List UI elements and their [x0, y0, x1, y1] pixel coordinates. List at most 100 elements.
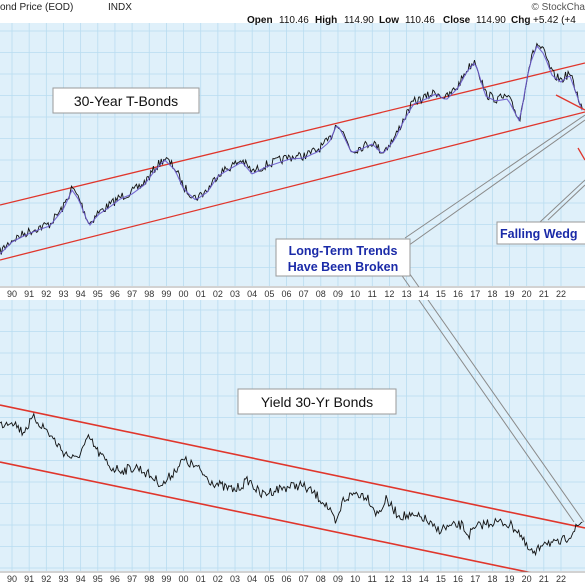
- x-tick-label: 17: [470, 574, 480, 584]
- x-tick-label: 16: [453, 289, 463, 299]
- top-trend-channel: [0, 62, 585, 261]
- x-tick-label: 94: [76, 574, 86, 584]
- open-value: 110.46: [279, 15, 309, 26]
- x-tick-label: 11: [368, 289, 377, 299]
- x-tick-label: 07: [299, 574, 309, 584]
- close-label: Close: [443, 15, 471, 26]
- x-tick-label: 10: [350, 289, 360, 299]
- trends-line2: Have Been Broken: [288, 260, 398, 274]
- x-tick-label: 05: [264, 289, 274, 299]
- x-tick-label: 06: [281, 574, 291, 584]
- high-value: 114.90: [344, 15, 374, 26]
- callout-line-e: [547, 184, 585, 221]
- header-exchange: INDX: [108, 2, 132, 13]
- x-tick-label: 96: [110, 289, 120, 299]
- low-label: Low: [379, 15, 399, 26]
- x-tick-label: 98: [144, 289, 154, 299]
- x-tick-label: 94: [76, 289, 86, 299]
- x-tick-label: 01: [196, 289, 206, 299]
- wedge-lower-line: [577, 147, 585, 161]
- price-series: [0, 42, 583, 255]
- x-tick-label: 99: [161, 574, 171, 584]
- x-tick-label: 04: [247, 289, 257, 299]
- x-tick-label: 91: [24, 289, 34, 299]
- x-tick-label: 09: [333, 289, 343, 299]
- x-tick-label: 22: [556, 574, 566, 584]
- x-tick-label: 10: [350, 574, 360, 584]
- high-label: High: [315, 15, 337, 26]
- x-tick-label: 96: [110, 574, 120, 584]
- x-tick-label: 12: [384, 574, 394, 584]
- moving-average-line: [0, 44, 583, 255]
- x-tick-label: 08: [316, 289, 326, 299]
- x-tick-label: 97: [127, 574, 137, 584]
- bottom-channel-lower: [0, 461, 585, 585]
- annotation-bottom-label: Yield 30-Yr Bonds: [237, 388, 397, 415]
- bottom-panel-background: [0, 299, 585, 571]
- yield-series: [0, 412, 583, 557]
- x-tick-label: 03: [230, 289, 240, 299]
- x-tick-label: 20: [522, 574, 532, 584]
- top-label-text: 30-Year T-Bonds: [74, 93, 178, 109]
- x-tick-label: 08: [316, 574, 326, 584]
- x-tick-label: 02: [213, 289, 223, 299]
- x-tick-label: 04: [247, 574, 257, 584]
- x-tick-label: 92: [41, 574, 51, 584]
- watermark: © StockCha: [531, 2, 585, 13]
- close-value: 114.90: [476, 15, 506, 26]
- x-tick-label: 95: [93, 289, 103, 299]
- top-channel-lower: [0, 111, 585, 261]
- annotation-wedge: Falling Wedg: [496, 221, 585, 245]
- wedge-upper-line: [555, 94, 585, 111]
- axis-strip: [0, 287, 585, 300]
- axis-strip: [0, 572, 585, 585]
- x-tick-label: 93: [58, 289, 68, 299]
- callout-line-c: [406, 269, 585, 523]
- x-tick-label: 12: [384, 289, 394, 299]
- x-tick-label: 97: [127, 289, 137, 299]
- x-tick-label: 17: [470, 289, 480, 299]
- x-tick-label: 95: [93, 574, 103, 584]
- x-tick-label: 18: [487, 289, 497, 299]
- annotation-top-label: 30-Year T-Bonds: [52, 87, 200, 114]
- x-tick-label: 15: [436, 574, 446, 584]
- trends-line1: Long-Term Trends: [289, 244, 398, 258]
- low-value: 110.46: [405, 15, 435, 26]
- x-tick-label: 09: [333, 574, 343, 584]
- x-tick-label: 14: [419, 574, 429, 584]
- x-tick-label: 91: [24, 574, 34, 584]
- x-tick-label: 90: [7, 574, 17, 584]
- x-tick-label: 05: [264, 574, 274, 584]
- x-tick-label: 21: [539, 289, 549, 299]
- callout-line-d: [397, 269, 575, 523]
- x-tick-label: 07: [299, 289, 309, 299]
- wedge-text: Falling Wedg: [500, 227, 578, 241]
- x-tick-label: 18: [487, 574, 497, 584]
- x-tick-label: 19: [505, 574, 515, 584]
- x-tick-label: 13: [402, 574, 412, 584]
- x-tick-label: 00: [179, 289, 189, 299]
- chart-header: ond Price (EOD) INDX © StockCha Open 110…: [0, 2, 585, 26]
- x-tick-label: 19: [505, 289, 515, 299]
- x-tick-label: 01: [196, 574, 206, 584]
- x-tick-label: 11: [368, 574, 377, 584]
- top-channel-upper: [0, 62, 585, 206]
- x-tick-label: 21: [539, 574, 549, 584]
- x-tick-label: 16: [453, 574, 463, 584]
- x-tick-label: 00: [179, 574, 189, 584]
- x-axis-top: 90 91 92 93 94 95 96 97 98 99 00 01 02 03 04 05 06 07 08 09…: [0, 286, 585, 300]
- x-axis-bottom: 90 91 92 93 94 95 96 97 98 99 00 01 02 03 04 05 06 07 08 09…: [0, 571, 585, 585]
- x-tick-label: 06: [281, 289, 291, 299]
- open-label: Open: [247, 15, 273, 26]
- x-tick-label: 92: [41, 289, 51, 299]
- x-tick-label: 03: [230, 574, 240, 584]
- annotation-trends: Long-Term Trends Have Been Broken: [275, 238, 411, 277]
- callout-lines: [397, 114, 585, 523]
- falling-wedge: [555, 94, 585, 161]
- x-tick-label: 93: [58, 574, 68, 584]
- chg-value: +5.42 (+4: [533, 15, 576, 26]
- x-tick-label: 02: [213, 574, 223, 584]
- callout-line-b: [404, 119, 585, 249]
